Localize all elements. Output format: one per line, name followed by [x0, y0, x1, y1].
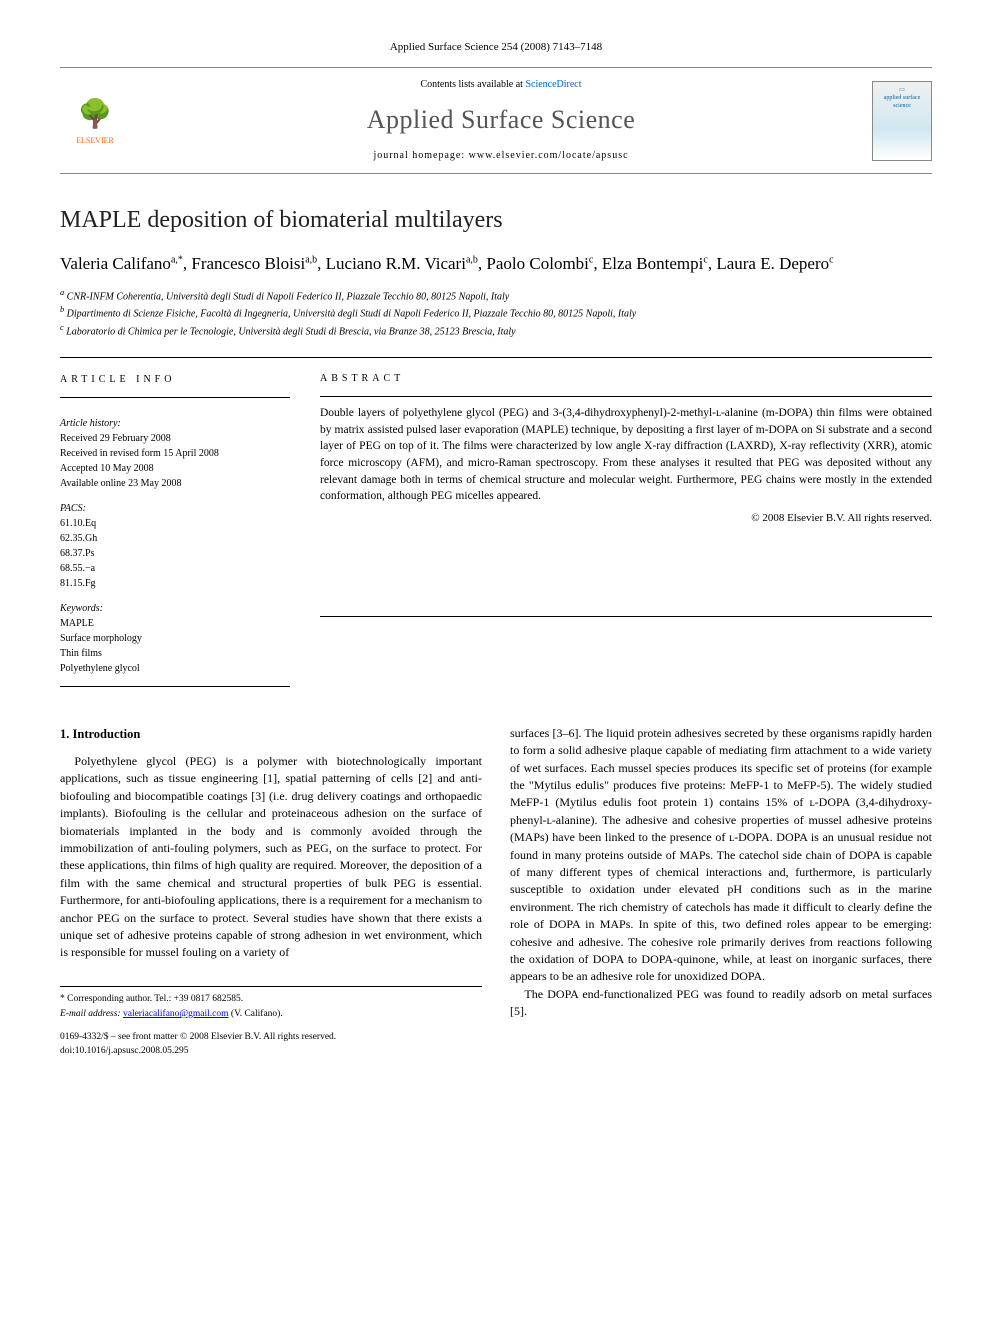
pacs-4: 81.15.Fg: [60, 576, 290, 591]
email-name: (V. Califano).: [231, 1009, 283, 1019]
elsevier-logo: 🌳 ELSEVIER: [60, 81, 130, 161]
journal-header: 🌳 ELSEVIER Contents lists available at S…: [60, 67, 932, 173]
journal-name: Applied Surface Science: [130, 102, 872, 138]
article-body: 1. Introduction Polyethylene glycol (PEG…: [60, 725, 932, 1058]
abstract-column: ABSTRACT Double layers of polyethylene g…: [320, 372, 932, 687]
info-abstract-row: ARTICLE INFO Article history: Received 2…: [60, 357, 932, 687]
pacs-0: 61.10.Eq: [60, 516, 290, 531]
body-paragraph-2: surfaces [3–6]. The liquid protein adhes…: [510, 725, 932, 986]
contents-line: Contents lists available at ScienceDirec…: [130, 78, 872, 92]
abstract-text: Double layers of polyethylene glycol (PE…: [320, 405, 932, 505]
header-center: Contents lists available at ScienceDirec…: [130, 78, 872, 162]
abstract-copyright: © 2008 Elsevier B.V. All rights reserved…: [320, 511, 932, 526]
cover-text: applied surface science: [875, 94, 929, 111]
article-info-column: ARTICLE INFO Article history: Received 2…: [60, 372, 290, 687]
article-info-heading: ARTICLE INFO: [60, 372, 290, 387]
doi-line: doi:10.1016/j.apsusc.2008.05.295: [60, 1045, 482, 1058]
history-online: Available online 23 May 2008: [60, 476, 290, 491]
authors-list: Valeria Califanoa,*, Francesco Bloisia,b…: [60, 251, 932, 277]
email-line: E-mail address: valeriacalifano@gmail.co…: [60, 1008, 482, 1021]
history-label: Article history:: [60, 416, 290, 431]
tree-icon: 🌳: [78, 95, 113, 134]
pacs-1: 62.35.Gh: [60, 531, 290, 546]
email-label: E-mail address:: [60, 1009, 121, 1019]
homepage-line: journal homepage: www.elsevier.com/locat…: [130, 149, 872, 163]
history-accepted: Accepted 10 May 2008: [60, 461, 290, 476]
affiliation-a: a CNR-INFM Coherentia, Università degli …: [60, 287, 932, 304]
publisher-name: ELSEVIER: [76, 135, 114, 146]
journal-reference: Applied Surface Science 254 (2008) 7143–…: [60, 40, 932, 55]
homepage-url[interactable]: www.elsevier.com/locate/apsusc: [469, 150, 629, 161]
article-title: MAPLE deposition of biomaterial multilay…: [60, 204, 932, 238]
body-paragraph-3: The DOPA end-functionalized PEG was foun…: [510, 986, 932, 1021]
keyword-2: Thin films: [60, 646, 290, 661]
affiliation-c: c Laboratorio di Chimica per le Tecnolog…: [60, 322, 932, 339]
pacs-label: PACS:: [60, 501, 290, 516]
sciencedirect-link[interactable]: ScienceDirect: [525, 79, 581, 90]
history-received: Received 29 February 2008: [60, 431, 290, 446]
journal-cover-thumbnail: ▭ applied surface science: [872, 81, 932, 161]
homepage-prefix: journal homepage:: [373, 150, 468, 161]
affiliation-b: b Dipartimento di Scienze Fisiche, Facol…: [60, 304, 932, 321]
keyword-3: Polyethylene glycol: [60, 661, 290, 676]
keyword-1: Surface morphology: [60, 631, 290, 646]
pacs-2: 68.37.Ps: [60, 546, 290, 561]
history-revised: Received in revised form 15 April 2008: [60, 446, 290, 461]
body-paragraph-1: Polyethylene glycol (PEG) is a polymer w…: [60, 753, 482, 962]
contents-prefix: Contents lists available at: [420, 79, 525, 90]
keywords-label: Keywords:: [60, 601, 290, 616]
section-1-heading: 1. Introduction: [60, 725, 482, 743]
keyword-0: MAPLE: [60, 616, 290, 631]
email-link[interactable]: valeriacalifano@gmail.com: [123, 1009, 229, 1019]
pacs-3: 68.55.−a: [60, 561, 290, 576]
corresponding-author: * Corresponding author. Tel.: +39 0817 6…: [60, 993, 482, 1006]
issn-line: 0169-4332/$ – see front matter © 2008 El…: [60, 1031, 482, 1044]
corresponding-footer: * Corresponding author. Tel.: +39 0817 6…: [60, 986, 482, 1058]
affiliations: a CNR-INFM Coherentia, Università degli …: [60, 287, 932, 339]
abstract-heading: ABSTRACT: [320, 372, 932, 386]
